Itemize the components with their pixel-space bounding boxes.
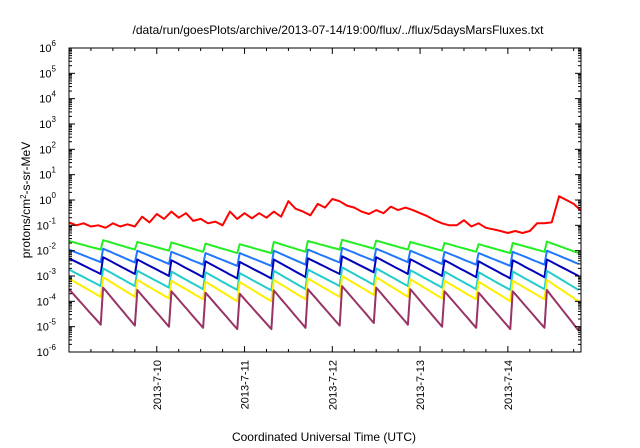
series-line-4: [68, 255, 580, 280]
series-line-1: [68, 195, 582, 234]
y-tick-label: 10-2: [37, 242, 57, 258]
plot-frame: [68, 47, 582, 353]
y-tick-label: 106: [39, 39, 56, 55]
x-tick-label: 2013-7-11: [240, 360, 252, 409]
series-line-3: [68, 246, 579, 267]
series-line-6: [68, 275, 580, 303]
series-line-7: [68, 285, 580, 332]
y-tick-label: 10-3: [37, 267, 57, 283]
x-axis-label: Coordinated Universal Time (UTC): [232, 430, 416, 444]
chart-title: /data/run/goesPlots/archive/2013-07-14/1…: [133, 23, 545, 37]
series-line-5: [68, 266, 580, 292]
y-axis-label-rest: -s-sr-MeV: [19, 142, 33, 195]
y-tick-label: 103: [39, 115, 56, 131]
y-tick-label: 102: [39, 140, 56, 156]
y-tick-label: 10-6: [37, 343, 57, 359]
y-tick-label: 10-4: [37, 292, 57, 308]
x-tick-label: 2013-7-10: [152, 360, 164, 410]
y-axis: 10-6 10-5 10-4 10-3 10-2 10-1 100 101 102 103 104 1…: [37, 39, 581, 359]
series-layer: [68, 195, 582, 332]
y-tick-label: 104: [39, 90, 56, 106]
y-axis-label-sup: 2: [19, 194, 28, 199]
x-tick-label: 2013-7-14: [503, 360, 515, 410]
y-tick-label: 10-1: [37, 216, 57, 232]
y-axis-label: protons/cm2-s-sr-MeV: [19, 142, 34, 258]
y-tick-label: 101: [39, 166, 56, 182]
y-tick-label: 105: [39, 64, 56, 80]
y-tick-label: 10-5: [37, 318, 57, 334]
x-tick-label: 2013-7-13: [415, 360, 427, 410]
x-tick-label: 2013-7-12: [327, 360, 339, 410]
y-axis-label-main: protons/cm: [19, 199, 33, 258]
series-line-2: [68, 238, 579, 255]
y-tick-label: 100: [39, 191, 56, 207]
x-axis: 2013-7-10 2013-7-11 2013-7-12 2013-7-13 2013…: [90, 48, 575, 410]
